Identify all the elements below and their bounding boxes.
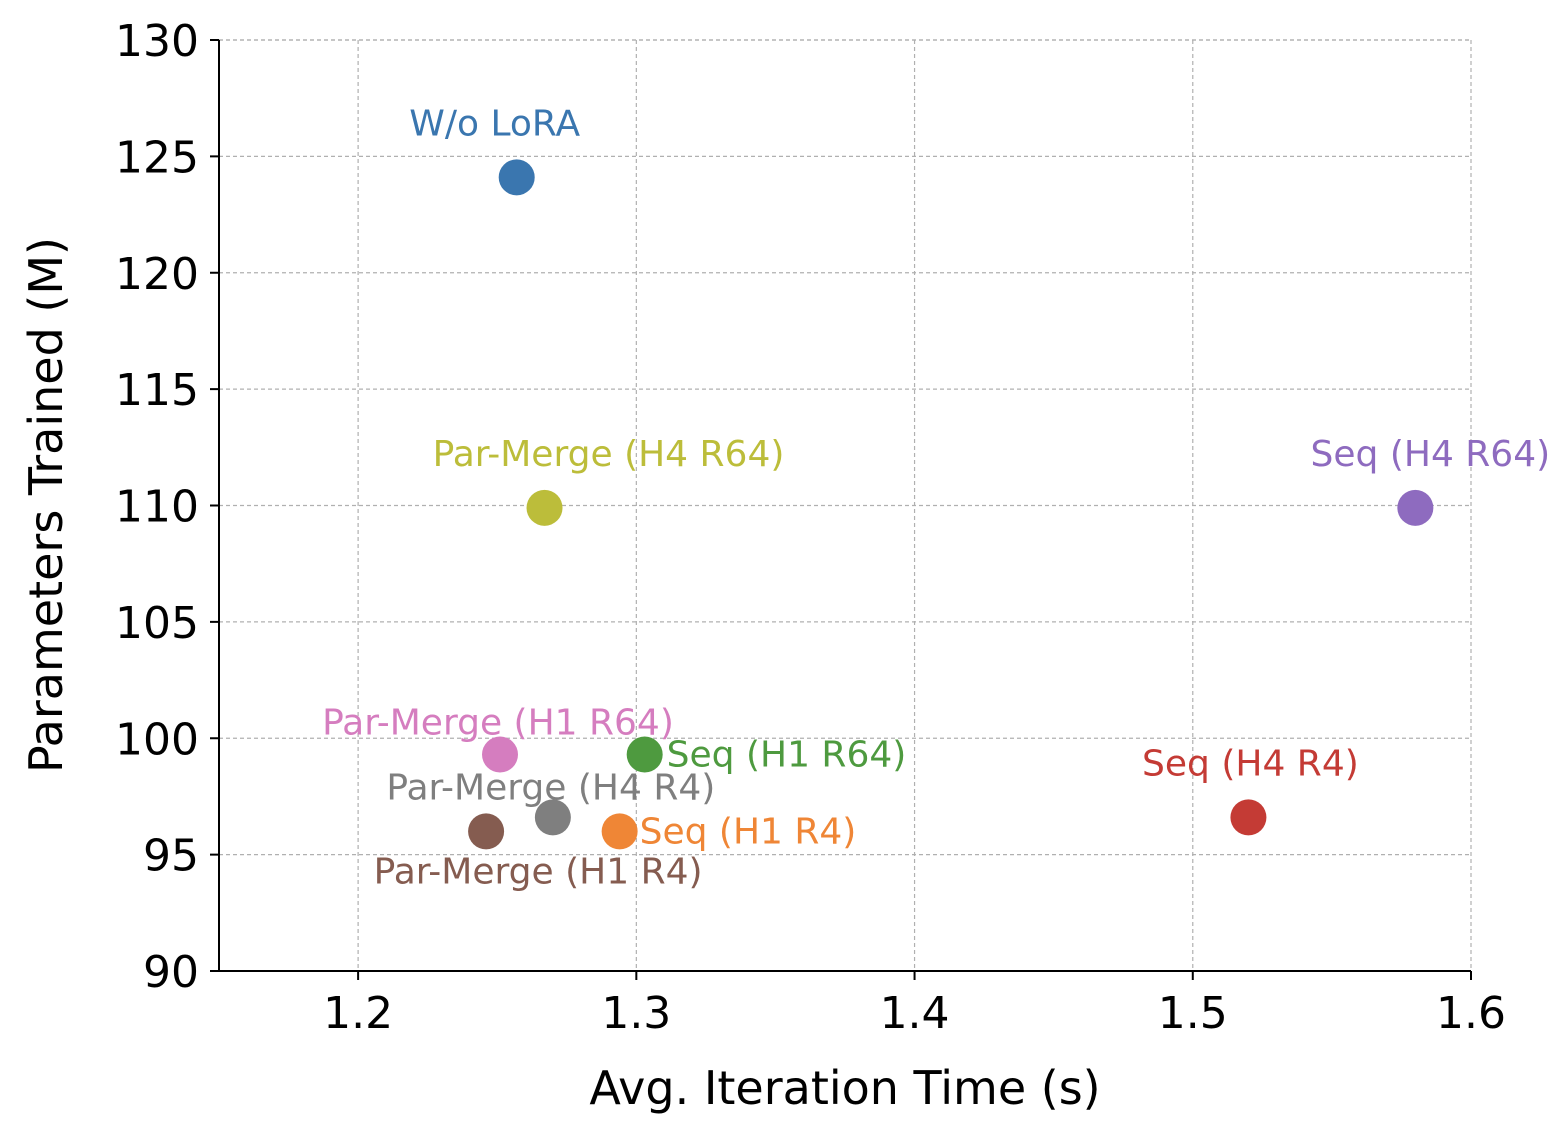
y-tick-label: 105 [115,598,199,649]
data-point [468,813,505,850]
data-point [1230,799,1267,836]
x-tick-label: 1.6 [1436,988,1506,1039]
y-ticks: 90 95 100 105 110 115 120 125 130 [115,16,219,998]
x-tick-label: 1.3 [601,988,671,1039]
point-labels: W/o LoRA Par-Merge (H4 R64) Seq (H4 R64) Pa… [322,103,1550,892]
data-point [1397,489,1434,526]
data-point [626,736,663,773]
x-tick-label: 1.5 [1158,988,1228,1039]
y-tick-label: 130 [115,16,199,67]
data-point-label: Seq (H4 R64) [1311,434,1551,475]
data-point [601,813,638,850]
y-tick-label: 110 [115,482,199,533]
y-tick-label: 95 [143,831,199,882]
y-tick-label: 100 [115,714,199,765]
data-point [498,159,535,196]
data-point-label: Par-Merge (H1 R4) [374,851,703,892]
grid [219,39,1472,971]
x-axis-title: Avg. Iteration Time (s) [589,1061,1100,1115]
data-point [482,736,519,773]
y-tick-label: 125 [115,132,199,183]
y-tick-label: 120 [115,249,199,300]
data-point [526,489,563,526]
x-tick-label: 1.4 [880,988,950,1039]
data-point-label: Par-Merge (H4 R64) [433,434,785,475]
data-point-label: Par-Merge (H4 R4) [386,767,715,808]
data-point-label: Par-Merge (H1 R64) [322,703,674,744]
data-point [534,799,571,836]
data-point-label: Seq (H4 R4) [1142,743,1359,784]
data-point-label: Seq (H1 R4) [640,811,857,852]
y-axis-title: Parameters Trained (M) [19,237,73,773]
x-tick-label: 1.2 [323,988,393,1039]
data-point-label: Seq (H1 R64) [667,735,907,776]
y-tick-label: 115 [115,365,199,416]
y-tick-label: 90 [143,947,199,998]
data-points [468,159,1434,850]
x-ticks: 1.2 1.3 1.4 1.5 1.6 [323,971,1506,1039]
data-point-label: W/o LoRA [409,103,580,144]
